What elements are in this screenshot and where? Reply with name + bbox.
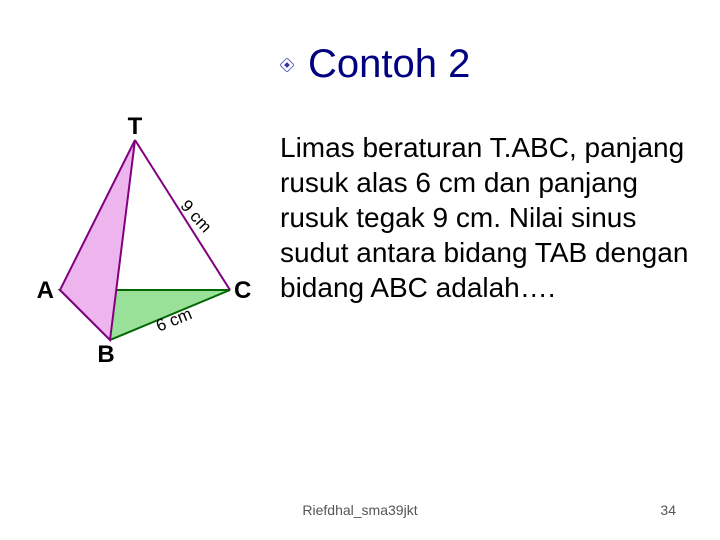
title-row: Contoh 2 <box>280 42 470 87</box>
problem-text: Limas beraturan T.ABC, panjang rusuk ala… <box>280 130 700 305</box>
footer-author: Riefdhal_sma39jkt <box>0 502 720 518</box>
vertex-label-A: A <box>37 277 54 304</box>
vertex-label-T: T <box>128 113 143 140</box>
footer-page-number: 34 <box>660 502 676 518</box>
diamond-bullet-icon <box>280 58 294 72</box>
slide-title: Contoh 2 <box>308 42 470 87</box>
vertex-label-C: C <box>234 277 251 304</box>
vertex-label-B: B <box>97 341 114 368</box>
tetrahedron-diagram: T A B C 9 cm 6 cm <box>40 120 260 380</box>
